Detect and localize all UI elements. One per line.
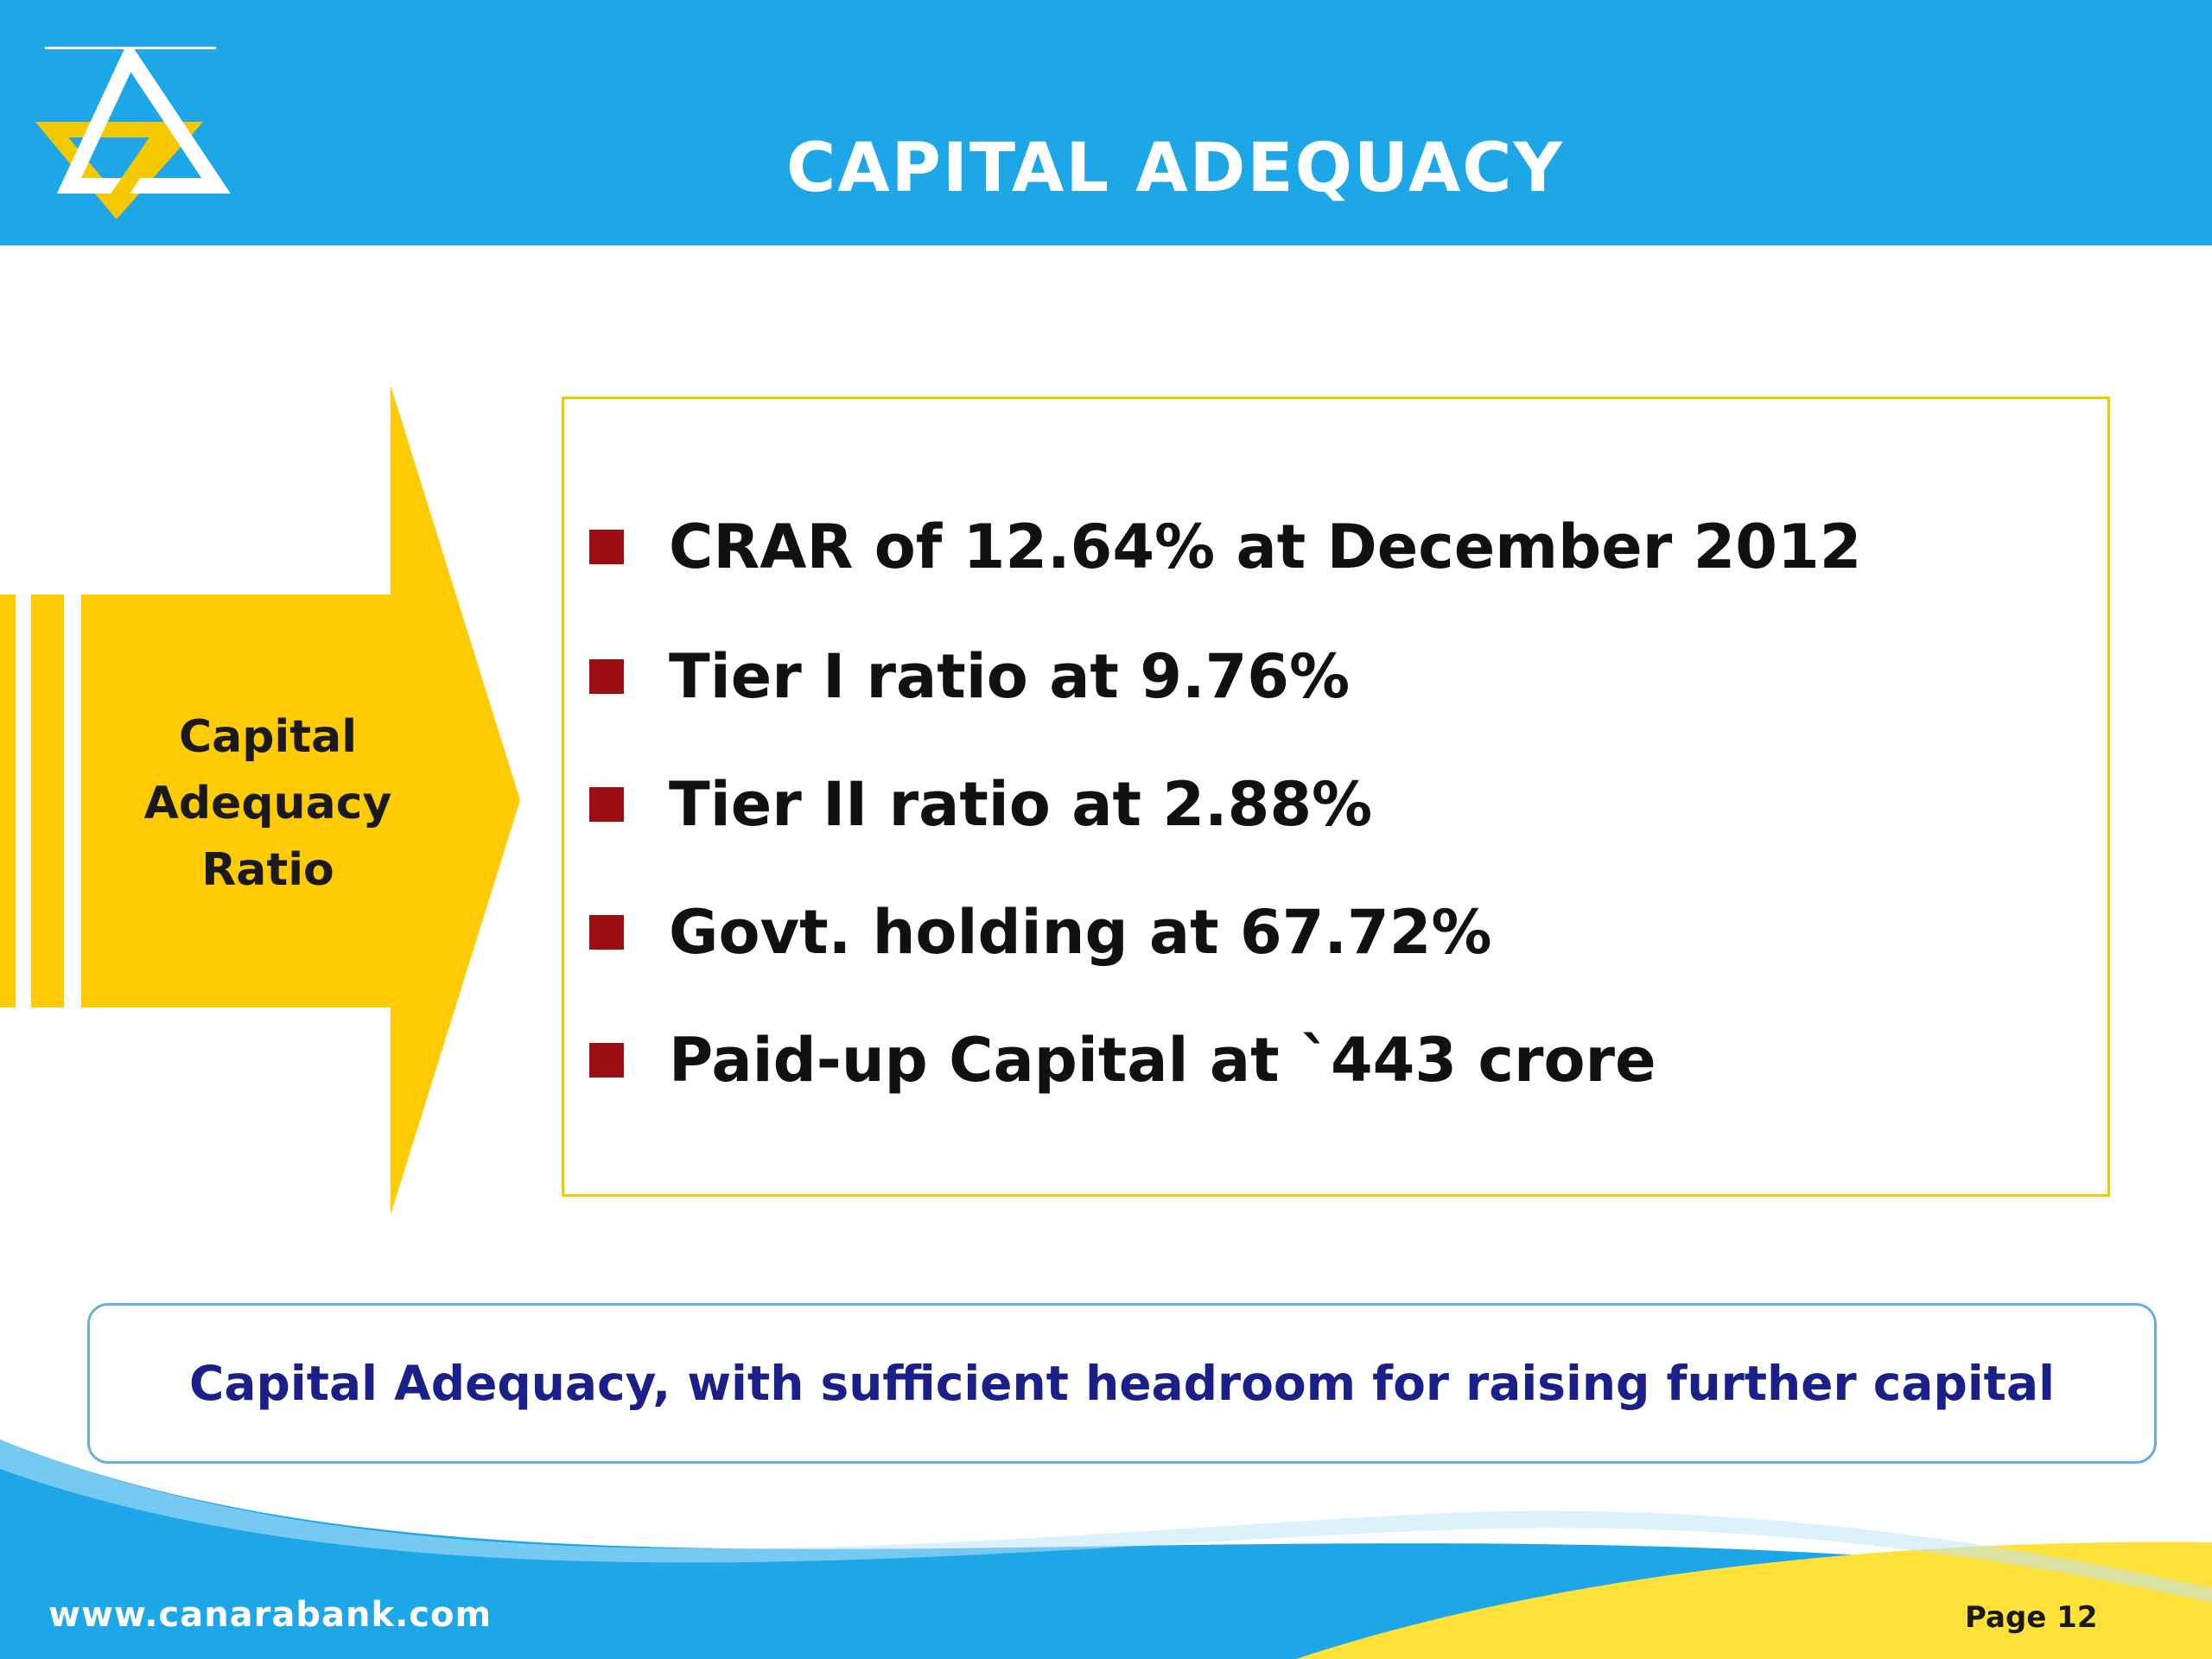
bullet-text: Paid-up Capital at `443 crore [669,1025,1656,1096]
bullet-text: CRAR of 12.64% at December 2012 [669,512,1862,582]
page-number: Page 12 [1965,1600,2098,1635]
bullet-item: CRAR of 12.64% at December 2012 [589,512,1861,582]
callout-box: Capital Adequacy, with sufficient headro… [87,1303,2157,1464]
bullet-item: Tier II ratio at 2.88% [589,769,1372,840]
square-bullet-icon [589,787,624,822]
arrow-graphic [0,385,520,1215]
bullet-text: Tier II ratio at 2.88% [669,769,1373,840]
arrow-label-line-2: Adequacy [143,778,392,830]
canara-bank-logo-icon [35,48,231,219]
bullet-box [562,397,2110,1197]
page-title: CAPITAL ADEQUACY [786,130,1564,207]
bullet-text: Tier I ratio at 9.76% [669,641,1351,712]
square-bullet-icon [589,659,624,694]
square-bullet-icon [589,1043,624,1077]
bullet-item: Paid-up Capital at `443 crore [589,1025,1656,1096]
arrow-label-line-3: Ratio [201,844,334,896]
website-link[interactable]: www.canarabank.com [48,1595,493,1635]
square-bullet-icon [589,915,624,950]
bullet-item: Tier I ratio at 9.76% [589,641,1350,712]
arrow-label-line-1: Capital [178,711,358,763]
arrow-label: Capital Adequacy Ratio [86,704,449,904]
header-bar [0,0,2212,245]
bullet-item: Govt. holding at 67.72% [589,897,1492,968]
square-bullet-icon [589,530,624,564]
bullet-text: Govt. holding at 67.72% [669,897,1492,968]
footer-wave-graphic [0,1440,2212,1659]
callout-text: Capital Adequacy, with sufficient headro… [189,1356,2055,1411]
